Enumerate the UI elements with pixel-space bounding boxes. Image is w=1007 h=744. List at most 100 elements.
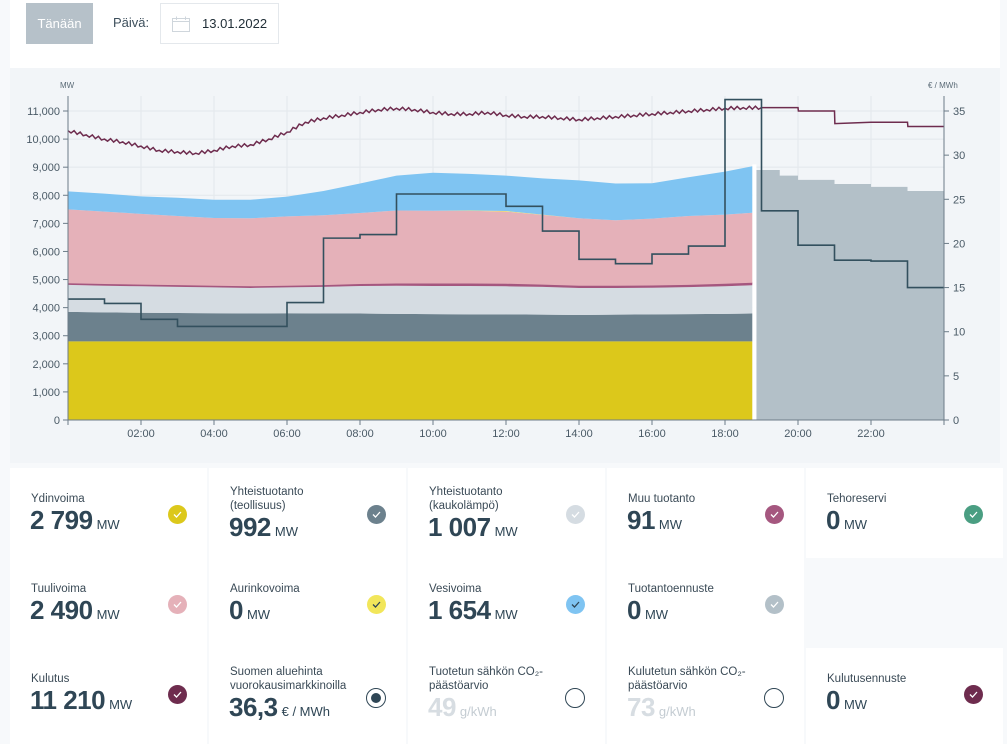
left-axis-unit: MW (60, 81, 75, 90)
left-tick-label: 4,000 (32, 303, 60, 315)
legend-card[interactable]: Tuotetun sähkön CO₂-päästöarvio 49 g/kWh (408, 648, 605, 744)
card-value: 2 799 MW (30, 505, 120, 536)
legend-cards: Ydinvoima 2 799 MW Yhteistuotanto (teollisu… (10, 468, 1004, 744)
card-label: Suomen aluehinta vuorokausimarkkinoilla (230, 666, 347, 692)
card-unit: MW (96, 607, 120, 622)
card-value: 992 MW (229, 512, 298, 543)
area-tuulivoima (68, 209, 753, 287)
card-number: 0 (826, 685, 840, 715)
card-unit: MW (843, 517, 868, 532)
card-value: 1 007 MW (428, 512, 518, 543)
legend-card[interactable]: Aurinkovoima 0 MW (209, 558, 406, 649)
line-aluehinta (68, 98, 944, 328)
axes: 0 1,000 2,000 3,000 4,000 5,000 6,000 7,000 8,00… (26, 96, 965, 440)
legend-card[interactable]: Tehoreservi 0 MW (806, 468, 1003, 559)
legend-card[interactable]: Yhteistuotanto (kaukolämpö) 1 007 MW (408, 468, 605, 559)
series-toggle-checkbox[interactable] (367, 505, 386, 524)
card-label: Tuulivoima (31, 583, 87, 595)
card-number: 2 799 (30, 505, 93, 535)
right-tick-label: 35 (953, 106, 965, 118)
left-tick-label: 1,000 (32, 387, 60, 399)
card-number: 11 210 (30, 685, 106, 715)
series-toggle-checkbox[interactable] (566, 505, 585, 524)
series-toggle-radio[interactable] (565, 688, 585, 708)
chart-panel: 0 1,000 2,000 3,000 4,000 5,000 6,000 7,000 8,00… (10, 68, 1000, 463)
card-unit: MW (274, 524, 298, 539)
card-number: 0 (826, 505, 840, 535)
calendar-icon (172, 16, 190, 32)
legend-card[interactable]: Ydinvoima 2 799 MW (10, 468, 207, 559)
card-value: 0 MW (826, 505, 867, 536)
card-label: Aurinkovoima (230, 583, 300, 595)
line-kulutus (67, 105, 944, 156)
card-value: 1 654 MW (428, 595, 518, 626)
x-tick-label: 12:00 (492, 428, 520, 440)
area-yhteistuotanto-teollisuus- (68, 311, 753, 342)
series-toggle-checkbox[interactable] (168, 505, 187, 524)
series-toggle-radio[interactable] (764, 688, 784, 708)
series-toggle-checkbox[interactable] (964, 505, 983, 524)
production-consumption-chart[interactable]: 0 1,000 2,000 3,000 4,000 5,000 6,000 7,000 8,00… (10, 68, 1000, 463)
x-tick-label: 16:00 (638, 428, 666, 440)
checkmark-icon (173, 601, 182, 608)
right-tick-label: 30 (953, 150, 965, 162)
legend-card[interactable]: Kulutus 11 210 MW (10, 648, 207, 744)
series-toggle-checkbox[interactable] (964, 685, 983, 704)
checkmark-icon (770, 511, 779, 518)
card-unit: MW (494, 524, 518, 539)
card-unit: g/kWh (658, 704, 696, 719)
series-toggle-checkbox[interactable] (367, 595, 386, 614)
left-tick-label: 7,000 (32, 218, 60, 230)
legend-card[interactable]: Kulutetun sähkön CO₂-päästöarvio 73 g/kWh (607, 648, 804, 744)
legend-card[interactable]: Vesivoima 1 654 MW (408, 558, 605, 649)
series-toggle-checkbox[interactable] (168, 685, 187, 704)
card-value: 0 MW (229, 595, 270, 626)
right-tick-label: 0 (953, 415, 959, 427)
right-tick-label: 10 (953, 327, 965, 339)
x-tick-label: 06:00 (273, 428, 301, 440)
checkmark-icon (173, 511, 182, 518)
card-number: 91 (627, 505, 655, 535)
right-tick-label: 20 (953, 238, 965, 250)
series-toggle-checkbox[interactable] (168, 595, 187, 614)
area-yhteistuotanto-kaukol-mp- (68, 284, 753, 315)
legend-card[interactable]: Kulutusennuste 0 MW (806, 648, 1003, 744)
x-tick-label: 02:00 (127, 428, 155, 440)
card-unit: MW (109, 697, 133, 712)
series-toggle-checkbox[interactable] (566, 595, 585, 614)
series-toggle-checkbox[interactable] (765, 595, 784, 614)
left-tick-label: 9,000 (32, 162, 60, 174)
left-tick-label: 3,000 (32, 331, 60, 343)
card-unit: MW (644, 607, 669, 622)
card-value: 49 g/kWh (428, 692, 497, 723)
card-unit: MW (494, 607, 518, 622)
card-label: Ydinvoima (31, 493, 85, 505)
card-value: 73 g/kWh (627, 692, 696, 723)
card-number: 73 (627, 692, 655, 722)
date-label: Päivä: (113, 15, 150, 30)
card-number: 49 (428, 692, 456, 722)
card-number: 0 (627, 595, 641, 625)
card-unit: MW (96, 517, 120, 532)
legend-card[interactable]: Muu tuotanto 91 MW (607, 468, 804, 559)
x-tick-label: 20:00 (784, 428, 812, 440)
card-number: 0 (229, 595, 243, 625)
today-button[interactable]: Tänään (26, 3, 93, 44)
series-toggle-radio[interactable] (366, 688, 386, 708)
series-toggle-checkbox[interactable] (765, 505, 784, 524)
checkmark-icon (173, 691, 182, 698)
left-tick-label: 2,000 (32, 359, 60, 371)
legend-card[interactable]: Suomen aluehinta vuorokausimarkkinoilla 3… (209, 648, 406, 744)
legend-card[interactable]: Tuulivoima 2 490 MW (10, 558, 207, 649)
legend-card[interactable]: Tuotantoennuste 0 MW (607, 558, 804, 649)
left-tick-label: 5,000 (32, 275, 60, 287)
date-picker-input[interactable]: 13.01.2022 (160, 3, 279, 44)
x-tick-label: 10:00 (419, 428, 447, 440)
checkmark-icon (770, 601, 779, 608)
legend-card[interactable]: Yhteistuotanto (teollisuus) 992 MW (209, 468, 406, 559)
card-unit: g/kWh (459, 704, 497, 719)
checkmark-icon (969, 511, 978, 518)
card-number: 1 007 (428, 512, 491, 542)
card-unit: MW (843, 697, 868, 712)
card-number: 2 490 (30, 595, 93, 625)
